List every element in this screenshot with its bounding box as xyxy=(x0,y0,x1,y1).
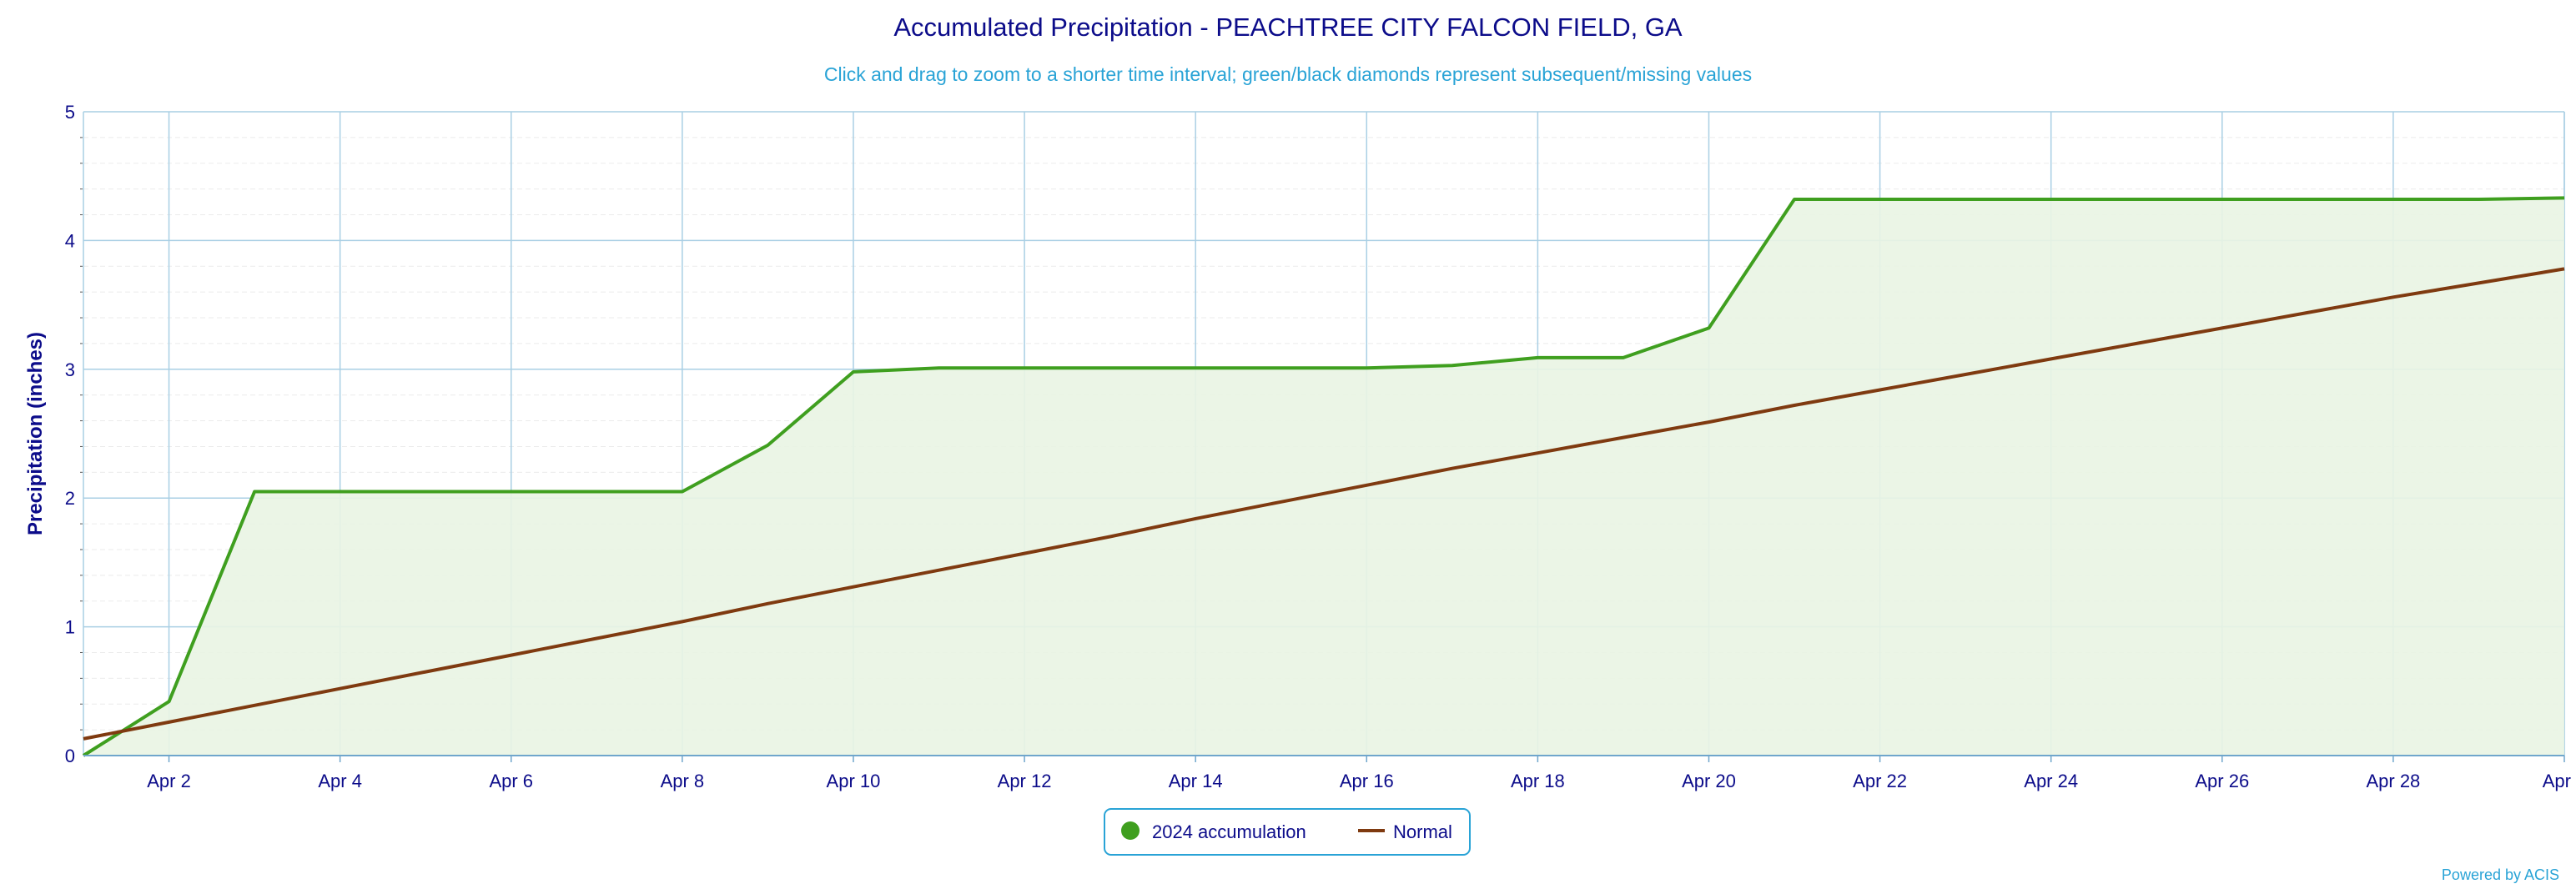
x-tick-label: Apr 20 xyxy=(1682,771,1736,791)
credit-link[interactable]: Powered by ACIS xyxy=(2442,866,2559,883)
x-tick-label: Apr 14 xyxy=(1169,771,1223,791)
x-tick-label: Apr 4 xyxy=(318,771,362,791)
x-tick-label: Apr 10 xyxy=(827,771,881,791)
y-axis-title: Precipitation (inches) xyxy=(24,332,47,535)
x-axis-ticks: Apr 2 Apr 4 Apr 6 Apr 8 Apr 10 Apr 12 Apr 14 Ap… xyxy=(147,756,2576,791)
legend: 2024 accumulation Normal xyxy=(1104,808,1471,856)
y-tick-label: 5 xyxy=(65,102,75,123)
y-tick-label: 4 xyxy=(65,230,75,251)
x-tick-label: Apr 8 xyxy=(661,771,705,791)
x-tick-label: Apr 18 xyxy=(1511,771,1565,791)
x-tick-label: Apr 2 xyxy=(147,771,191,791)
y-tick-label: 2 xyxy=(65,488,75,509)
series-line-2024-accumulation[interactable] xyxy=(82,196,2565,757)
series-line-normal[interactable] xyxy=(83,267,2565,741)
chart-title: Accumulated Precipitation - PEACHTREE CI… xyxy=(893,13,1683,42)
y-tick-label: 3 xyxy=(65,359,75,380)
legend-label-2024-accumulation[interactable]: 2024 accumulation xyxy=(1152,821,1306,842)
y-tick-label: 0 xyxy=(65,746,75,766)
legend-box xyxy=(1104,808,1471,856)
legend-label-normal[interactable]: Normal xyxy=(1393,821,1452,842)
y-axis-ticks: 0 1 2 3 4 5 xyxy=(65,102,75,766)
legend-marker-2024-accumulation xyxy=(1121,821,1140,840)
x-tick-label: Apr 6 xyxy=(489,771,533,791)
x-tick-label: Apr 24 xyxy=(2024,771,2078,791)
x-tick-label: Apr 26 xyxy=(2195,771,2249,791)
x-tick-label: Apr 28 xyxy=(2366,771,2420,791)
chart-subtitle: Click and drag to zoom to a shorter time… xyxy=(824,63,1752,85)
x-tick-label: Apr 22 xyxy=(1853,771,1907,791)
x-tick-label: Apr 12 xyxy=(998,771,1052,791)
x-tick-label: Apr 3 xyxy=(2543,771,2576,791)
y-tick-label: 1 xyxy=(65,617,75,638)
x-tick-label: Apr 16 xyxy=(1340,771,1394,791)
